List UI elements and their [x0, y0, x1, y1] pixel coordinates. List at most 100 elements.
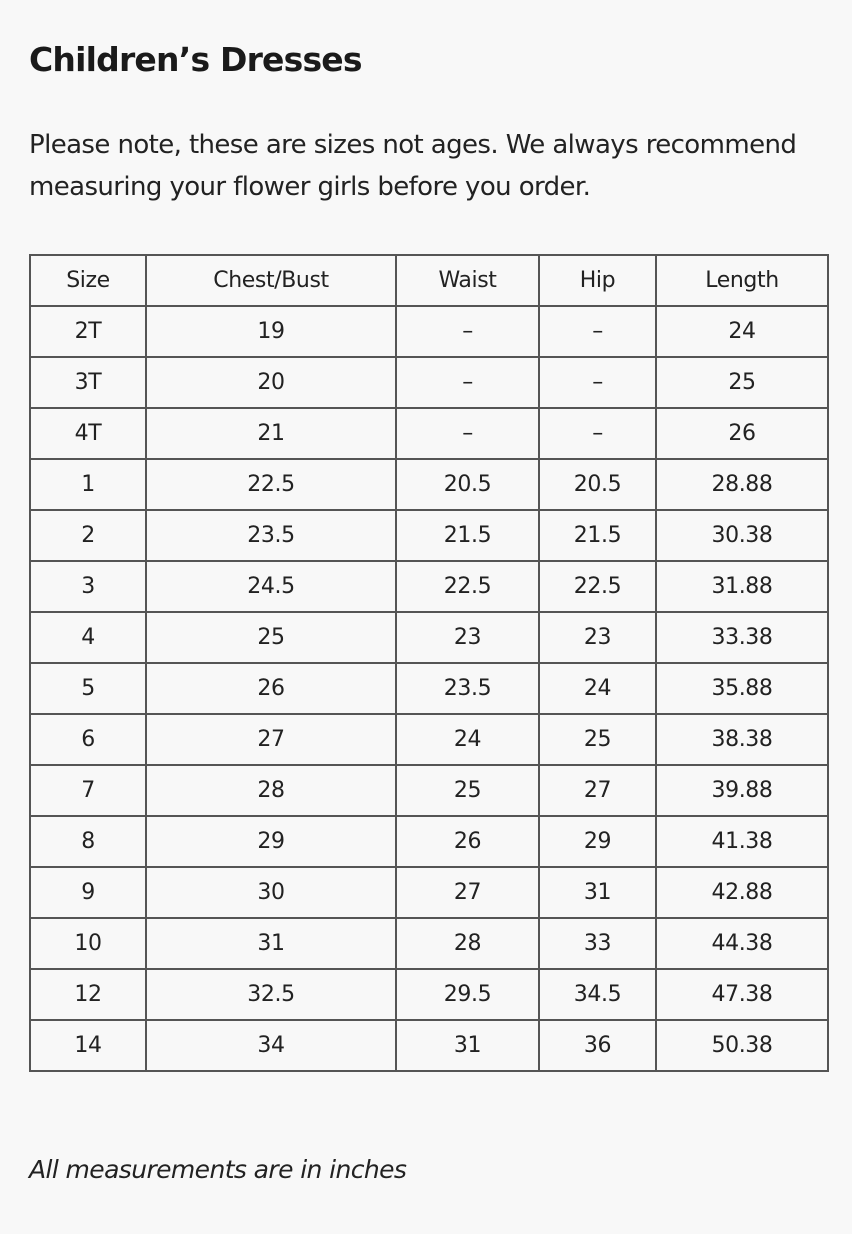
table-cell: 41.38: [655, 815, 829, 868]
table-cell: 30: [145, 866, 397, 919]
table-cell: –: [538, 356, 657, 409]
table-cell: 47.38: [655, 968, 829, 1021]
table-cell: 3T: [29, 356, 147, 409]
table-cell: 31: [145, 917, 397, 970]
table-row: 8 29 26 29 41.38: [29, 815, 829, 868]
table-cell: 28.88: [655, 458, 829, 511]
table-cell: 23.5: [395, 662, 540, 715]
table-cell: 25: [145, 611, 397, 664]
column-header: Length: [655, 254, 829, 307]
table-cell: 35.88: [655, 662, 829, 715]
table-cell: 29: [145, 815, 397, 868]
table-cell: –: [538, 407, 657, 460]
table-cell: 33: [538, 917, 657, 970]
table-cell: –: [395, 356, 540, 409]
table-cell: 21.5: [538, 509, 657, 562]
table-cell: 26: [395, 815, 540, 868]
column-header: Size: [29, 254, 147, 307]
table-header-row: Size Chest/Bust Waist Hip Length: [29, 254, 829, 307]
table-cell: 8: [29, 815, 147, 868]
table-cell: 9: [29, 866, 147, 919]
table-cell: 29.5: [395, 968, 540, 1021]
table-row: 9 30 27 31 42.88: [29, 866, 829, 919]
table-cell: 28: [395, 917, 540, 970]
table-cell: 30.38: [655, 509, 829, 562]
measurement-footnote: All measurements are in inches: [29, 1155, 407, 1184]
table-cell: 24: [395, 713, 540, 766]
table-cell: 7: [29, 764, 147, 817]
table-cell: 26: [655, 407, 829, 460]
table-cell: 19: [145, 305, 397, 358]
table-cell: 24: [655, 305, 829, 358]
table-cell: 27: [395, 866, 540, 919]
table-row: 2 23.5 21.5 21.5 30.38: [29, 509, 829, 562]
table-cell: 23: [395, 611, 540, 664]
table-row: 7 28 25 27 39.88: [29, 764, 829, 817]
table-cell: 20.5: [538, 458, 657, 511]
size-chart-table: Size Chest/Bust Waist Hip Length 2T 19– –24 3T 2…: [29, 254, 829, 1072]
table-cell: 26: [145, 662, 397, 715]
table-cell: 10: [29, 917, 147, 970]
table-row: 3 24.5 22.5 22.5 31.88: [29, 560, 829, 613]
table-cell: 31: [395, 1019, 540, 1072]
table-cell: 20: [145, 356, 397, 409]
table-cell: 34.5: [538, 968, 657, 1021]
table-cell: 42.88: [655, 866, 829, 919]
table-cell: 5: [29, 662, 147, 715]
table-cell: 23: [538, 611, 657, 664]
table-cell: 39.88: [655, 764, 829, 817]
table-cell: 33.38: [655, 611, 829, 664]
table-cell: 32.5: [145, 968, 397, 1021]
table-cell: 22.5: [145, 458, 397, 511]
table-row: 10 31 28 33 44.38: [29, 917, 829, 970]
table-cell: 4: [29, 611, 147, 664]
table-cell: 27: [145, 713, 397, 766]
table-row: 4T 21– –26: [29, 407, 829, 460]
table-cell: 20.5: [395, 458, 540, 511]
table-cell: 31.88: [655, 560, 829, 613]
table-cell: 44.38: [655, 917, 829, 970]
table-cell: 3: [29, 560, 147, 613]
table-cell: 14: [29, 1019, 147, 1072]
table-cell: 2T: [29, 305, 147, 358]
table-cell: 2: [29, 509, 147, 562]
column-header: Waist: [395, 254, 540, 307]
table-cell: 1: [29, 458, 147, 511]
table-cell: 25: [395, 764, 540, 817]
table-cell: 21.5: [395, 509, 540, 562]
table-cell: 27: [538, 764, 657, 817]
table-cell: 34: [145, 1019, 397, 1072]
table-row: 1 22.5 20.5 20.5 28.88: [29, 458, 829, 511]
table-cell: 38.38: [655, 713, 829, 766]
table-cell: 23.5: [145, 509, 397, 562]
table-cell: 29: [538, 815, 657, 868]
table-cell: 22.5: [395, 560, 540, 613]
table-cell: 6: [29, 713, 147, 766]
table-row: 5 26 23.5 24 35.88: [29, 662, 829, 715]
table-cell: 36: [538, 1019, 657, 1072]
table-cell: –: [538, 305, 657, 358]
column-header: Chest/Bust: [145, 254, 397, 307]
table-cell: 50.38: [655, 1019, 829, 1072]
table-cell: 25: [538, 713, 657, 766]
table-cell: 31: [538, 866, 657, 919]
table-cell: 21: [145, 407, 397, 460]
table-cell: –: [395, 407, 540, 460]
table-row: 14 34 31 36 50.38: [29, 1019, 829, 1072]
column-header: Hip: [538, 254, 657, 307]
table-cell: 24: [538, 662, 657, 715]
table-cell: 22.5: [538, 560, 657, 613]
table-cell: –: [395, 305, 540, 358]
table-cell: 25: [655, 356, 829, 409]
table-row: 3T 20– –25: [29, 356, 829, 409]
size-note: Please note, these are sizes not ages. W…: [29, 130, 797, 202]
table-row: 4 25 23 23 33.38: [29, 611, 829, 664]
page-title: Children’s Dresses: [29, 40, 363, 79]
table-row: 12 32.5 29.5 34.5 47.38: [29, 968, 829, 1021]
table-cell: 24.5: [145, 560, 397, 613]
table-cell: 4T: [29, 407, 147, 460]
table-row: 6 27 24 25 38.38: [29, 713, 829, 766]
table-row: 2T 19– –24: [29, 305, 829, 358]
table-cell: 28: [145, 764, 397, 817]
table-cell: 12: [29, 968, 147, 1021]
